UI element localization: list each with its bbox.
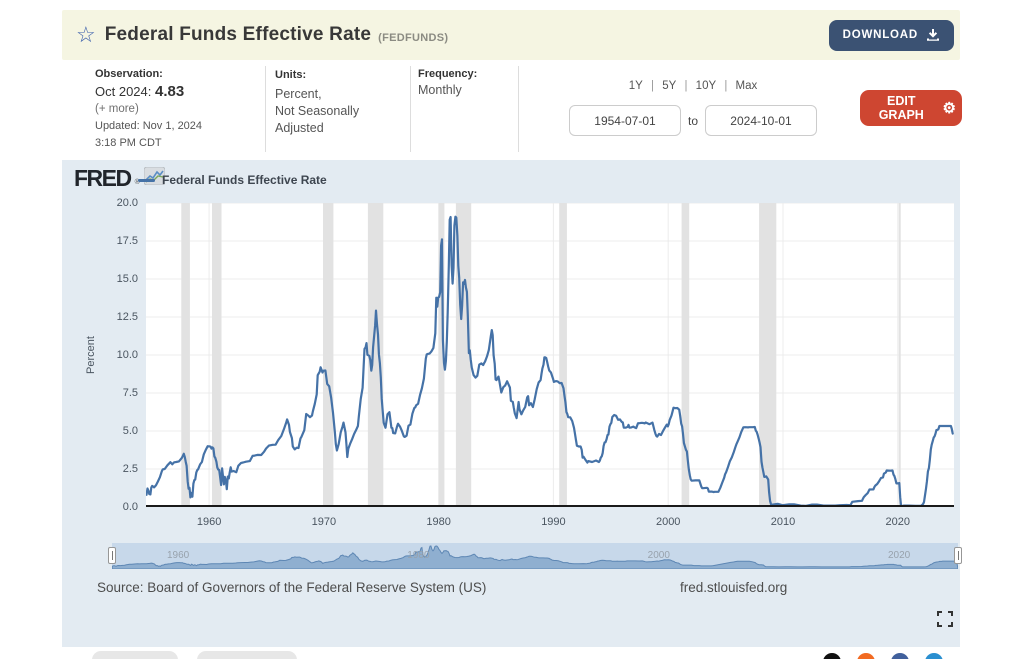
fullscreen-button[interactable] [936,610,954,628]
share-reddit-button[interactable] [857,653,875,659]
y-axis-tick-label: 12.5 [116,311,138,323]
range-navigator[interactable]: 1960 1980 2000 2020 [108,543,962,570]
legend-series-label: Federal Funds Effective Rate [162,173,327,187]
end-date-input[interactable] [705,105,817,136]
to-label: to [687,113,698,128]
preset-separator: | [724,80,728,92]
observation-panel: Observation: Oct 2024: 4.83 (+ more) Upd… [95,68,260,151]
divider [410,66,411,152]
preset-10y[interactable]: 10Y [695,80,717,92]
frequency-value: Monthly [418,83,462,97]
start-date-input[interactable] [568,105,681,136]
main-plot[interactable] [146,203,954,507]
download-button[interactable]: DOWNLOAD [828,19,954,51]
units-line3: Adjusted [275,120,324,135]
x-axis-tick-label: 1960 [196,516,222,528]
chart-legend: Federal Funds Effective Rate [138,173,327,187]
preset-1y[interactable]: 1Y [628,80,643,92]
x-axis-tick-label: 1980 [426,516,451,528]
observation-label: Observation: [95,68,163,80]
units-panel: Units: Percent, Not Seasonally Adjusted [275,68,405,136]
footer-tab-button[interactable] [92,651,178,659]
y-axis-tick-label: 20.0 [116,197,138,209]
navigator-left-handle[interactable] [108,547,116,564]
units-line2: Not Seasonally [275,103,360,118]
y-axis-tick-label: 17.5 [116,235,138,247]
preset-max[interactable]: Max [735,80,758,92]
share-twitter-button[interactable] [925,653,943,659]
units-label: Units: [275,69,307,81]
series-meta-row: Observation: Oct 2024: 4.83 (+ more) Upd… [62,60,962,160]
download-icon [927,28,939,41]
date-inputs: to [528,105,858,136]
edit-graph-button[interactable]: EDIT GRAPH ⚙ [860,90,962,126]
page-title: Federal Funds Effective Rate [104,24,372,45]
source-attribution: Source: Board of Governors of the Federa… [97,580,487,595]
navigator-tick-label: 2020 [887,550,911,561]
observation-value: 4.83 [155,83,185,100]
x-axis-tick-label: 2000 [655,516,681,528]
y-axis-title: Percent [85,336,97,374]
footer-tab-button[interactable] [197,651,297,659]
fullscreen-icon [937,611,953,627]
y-axis-tick-label: 0.0 [122,501,138,513]
x-axis-tick-label: 1970 [311,516,337,528]
y-axis-tick-label: 2.5 [122,463,138,475]
registered-mark: ® [134,179,140,186]
x-axis-tick-label: 1990 [541,516,566,528]
series-id-label: (FEDFUNDS) [378,31,449,44]
observation-value-line: Oct 2024: 4.83 [95,83,260,100]
chart-container: FRED ® Federal Funds Effective Rate 0.0 2… [62,160,962,647]
updated-label: Updated: [95,120,140,132]
navigator-right-handle[interactable] [954,547,962,564]
favorite-star-icon[interactable]: ☆ [76,22,96,47]
updated-line: Updated: Nov 1, 2024 3:18 PM CDT [95,118,260,151]
gear-icon: ⚙ [942,99,956,117]
date-range-controls: 1Y | 5Y | 10Y | Max to [528,60,858,136]
frequency-label: Frequency: [418,68,478,80]
units-line1: Percent, [275,86,322,101]
x-axis-tick-label: 2020 [885,516,910,528]
x-axis-tick-label: 2010 [770,516,796,528]
observation-date: Oct 2024: [95,84,152,99]
frequency-panel: Frequency: Monthly [418,68,513,97]
divider [518,66,519,152]
preset-separator: | [684,80,688,92]
legend-line-swatch [138,178,155,182]
navigator-tick-label: 2000 [647,550,670,561]
source-url[interactable]: fred.stlouisfed.org [680,580,788,595]
download-label: DOWNLOAD [842,29,918,41]
range-presets: 1Y | 5Y | 10Y | Max [528,80,858,92]
navigator-area-chart [111,545,959,570]
more-observations-link[interactable]: (+ more) [95,103,139,115]
y-axis-tick-label: 7.5 [122,387,138,399]
navigator-tick-label: 1980 [407,550,430,561]
divider [265,66,266,152]
series-header: ☆ Federal Funds Effective Rate (FEDFUNDS… [62,10,960,60]
y-axis-tick-label: 15.0 [116,273,138,285]
y-axis-tick-label: 5.0 [122,425,138,437]
y-axis-tick-label: 10.0 [116,349,138,361]
navigator-tick-label: 1960 [166,550,190,561]
share-facebook-button[interactable] [891,653,909,659]
fred-wordmark: FRED [74,165,132,191]
preset-separator: | [650,80,654,92]
updated-time: 3:18 PM CDT [95,136,162,149]
edit-graph-label: EDIT GRAPH [878,94,924,122]
updated-date: Nov 1, 2024 [142,120,203,132]
share-x-button[interactable] [823,653,841,659]
preset-5y[interactable]: 5Y [662,80,677,92]
